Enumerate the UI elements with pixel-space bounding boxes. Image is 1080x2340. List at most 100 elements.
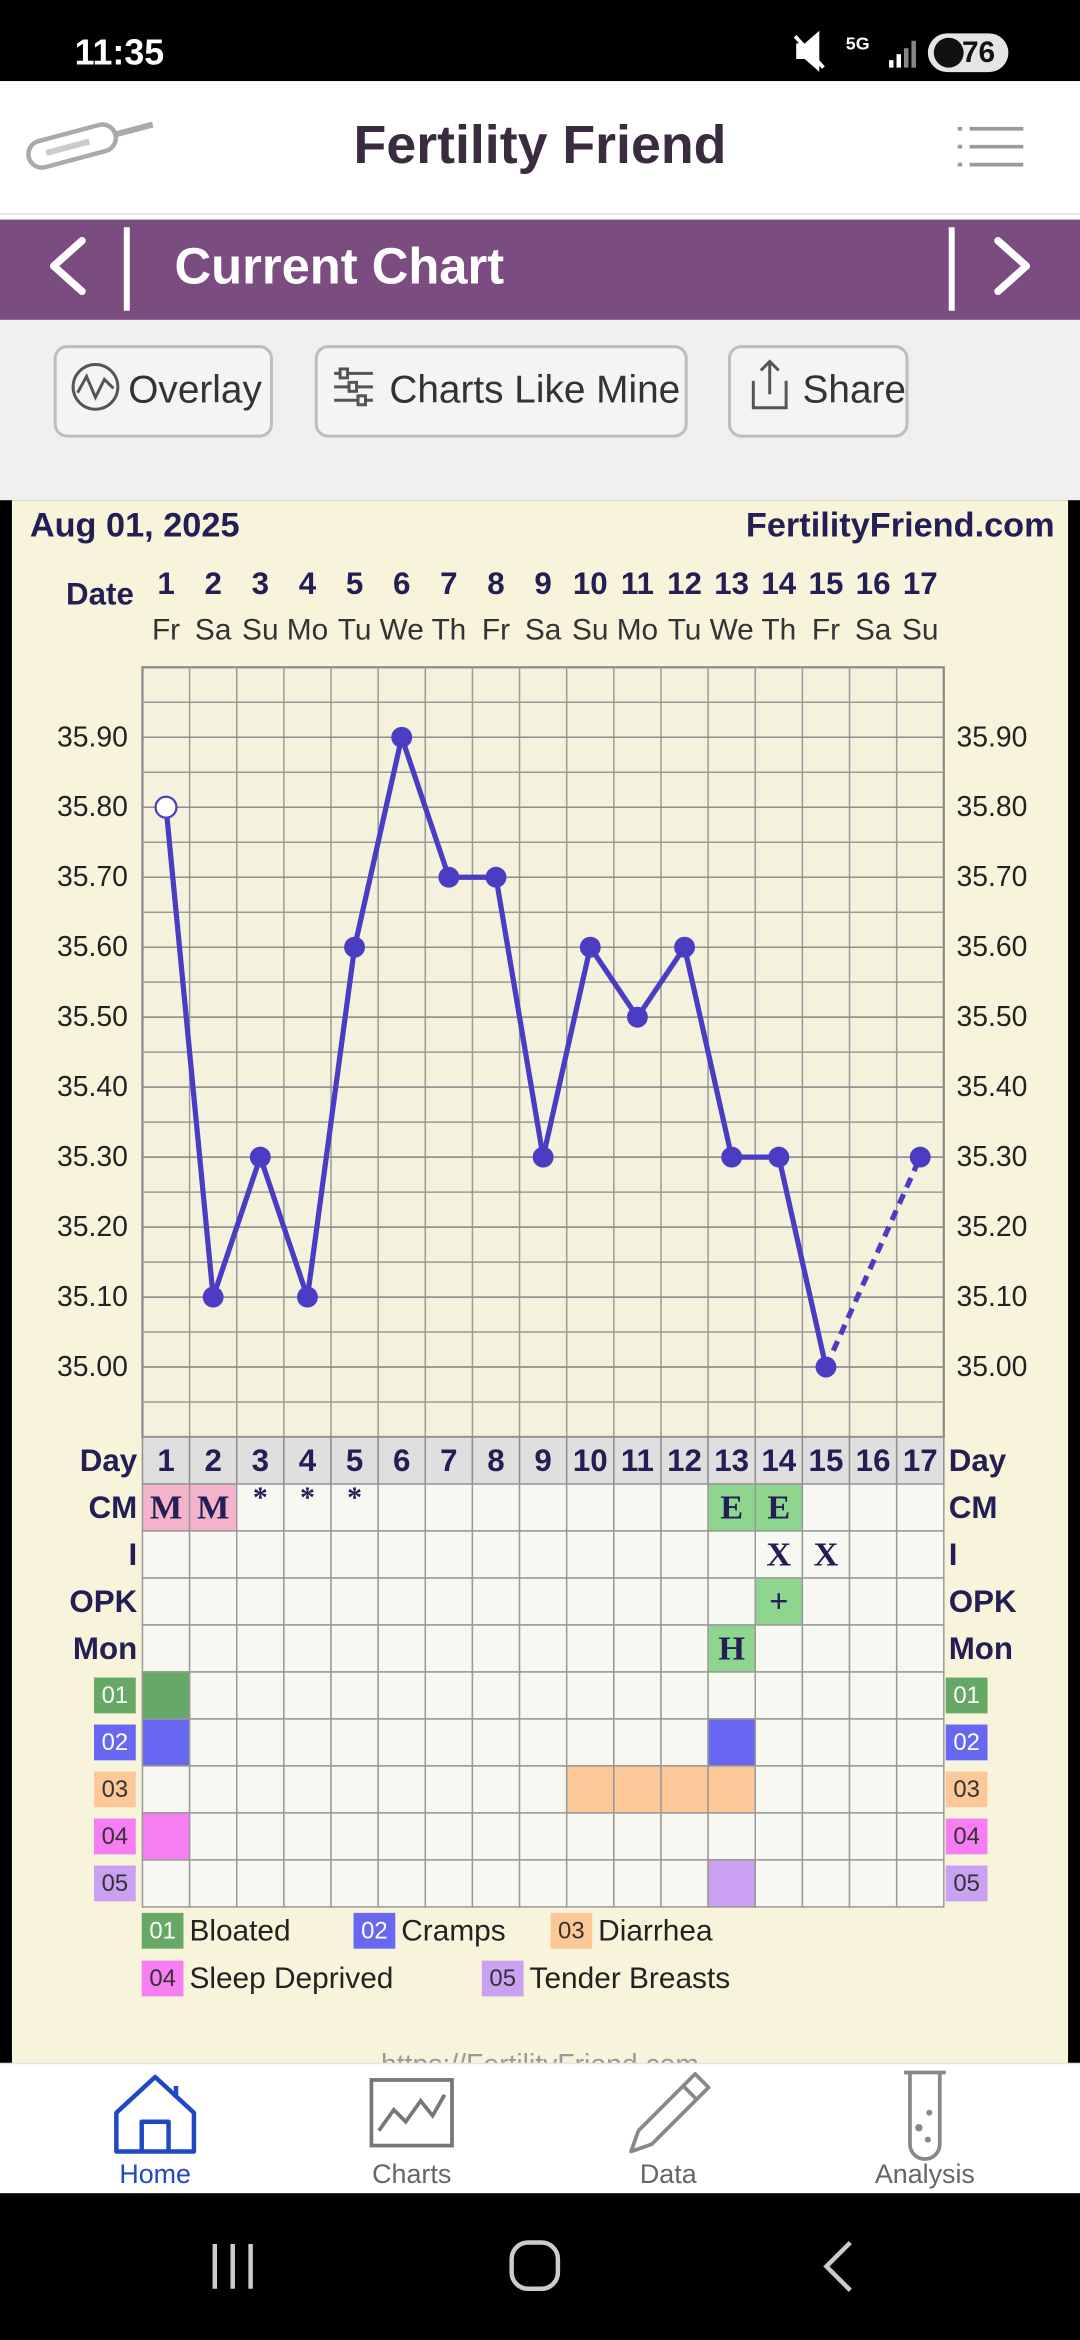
legend-label: Bloated (189, 1914, 290, 1947)
date-label: Date (66, 577, 134, 612)
symptom-cell (801, 1812, 851, 1861)
analysis-tab[interactable] (903, 2070, 946, 2161)
button-icon[interactable] (334, 367, 373, 407)
day-number: 10 (573, 566, 608, 601)
symptom-cell (188, 1718, 238, 1767)
tab-label[interactable]: Analysis (875, 2159, 975, 2189)
button-frame[interactable] (314, 345, 688, 438)
symptom-cell (660, 1671, 709, 1720)
temperature-point (768, 1146, 790, 1168)
weekday: Su (572, 614, 608, 647)
button-label[interactable]: Overlay (128, 368, 262, 411)
symptom-cell (235, 1859, 285, 1908)
recents-button[interactable] (212, 2244, 253, 2289)
observation-cell (801, 1483, 851, 1532)
observation-cell (565, 1530, 615, 1579)
action-button[interactable]: Charts Like Mine (314, 345, 688, 438)
menu-button[interactable] (957, 126, 1024, 167)
symptom-code: 01 (953, 1682, 980, 1709)
analysis-tab[interactable] (915, 2123, 923, 2132)
symptom-code-box (481, 1960, 524, 1997)
symptom-code: 04 (953, 1823, 980, 1850)
analysis-tab[interactable] (926, 2109, 933, 2116)
day-number: 15 (809, 566, 844, 601)
signal-icon (896, 54, 901, 68)
home-button[interactable] (509, 2240, 561, 2292)
signal-icon (889, 40, 916, 68)
observation-value: X (766, 1535, 791, 1573)
prev-button[interactable] (49, 236, 86, 296)
day-cell (895, 1436, 945, 1485)
row-label: Day (949, 1443, 1007, 1478)
day-number: 11 (621, 1443, 654, 1478)
battery-saver-icon (933, 37, 964, 68)
weekday: Mo (287, 614, 328, 647)
next-button[interactable] (994, 236, 1031, 296)
back-button[interactable] (823, 2240, 852, 2292)
symptom-cell (471, 1765, 521, 1814)
temperature-point (202, 1286, 224, 1308)
action-button[interactable]: Share (727, 345, 909, 438)
tab-label[interactable]: Data (640, 2159, 697, 2189)
button-icon[interactable] (751, 359, 788, 410)
data-tab[interactable]: Data (629, 2072, 711, 2189)
symptom-code-box (141, 1960, 184, 1997)
analysis-tab[interactable]: Analysis (875, 2070, 975, 2189)
temperature-point (674, 936, 695, 958)
symptom-code-box (945, 1865, 988, 1902)
header-divider (0, 213, 1080, 220)
button-frame[interactable] (727, 345, 909, 438)
data-tab[interactable] (629, 2072, 711, 2154)
signal-icon (903, 48, 909, 68)
symptom-cell (754, 1859, 804, 1908)
y-tick-label: 35.70 (957, 861, 1028, 893)
day-number: 12 (667, 566, 702, 601)
observation-cell (848, 1624, 898, 1673)
symptom-cell (188, 1859, 238, 1908)
observation-cell (377, 1577, 427, 1626)
symptom-code-box (550, 1912, 593, 1949)
button-icon[interactable] (751, 359, 788, 410)
button-icon[interactable] (76, 372, 115, 401)
observation-cell (471, 1624, 521, 1673)
observation-cell (565, 1483, 615, 1532)
symptom-cell (330, 1859, 379, 1908)
tab-label[interactable]: Charts (372, 2159, 451, 2189)
tab-label[interactable]: Home (119, 2159, 191, 2189)
chart-nav (0, 219, 1080, 320)
y-tick-label: 35.30 (957, 1141, 1028, 1173)
action-button[interactable]: Overlay (53, 345, 273, 438)
button-icon[interactable] (356, 394, 367, 407)
observation-cell (754, 1577, 804, 1626)
day-number: 3 (252, 1443, 269, 1478)
weekday: Tu (338, 614, 372, 647)
button-label[interactable]: Charts Like Mine (389, 368, 680, 411)
y-tick-label: 35.50 (957, 1001, 1028, 1033)
row-label: Day (80, 1443, 138, 1478)
button-icon[interactable] (347, 380, 359, 393)
home-tab[interactable]: Home (114, 2074, 197, 2189)
analysis-tab[interactable] (924, 2136, 931, 2143)
symptom-cell (565, 1671, 615, 1720)
temperature-point (626, 1006, 648, 1028)
symptom-cell (613, 1718, 662, 1767)
day-number: 9 (534, 566, 551, 601)
charts-tab[interactable] (377, 2093, 447, 2132)
nav-title: Current Chart (175, 238, 505, 295)
symptom-code: 05 (489, 1965, 516, 1992)
button-icon[interactable] (71, 362, 120, 411)
day-number: 8 (487, 566, 504, 601)
chart-date: Aug 01, 2025 (30, 507, 240, 545)
charts-tab[interactable] (369, 2078, 454, 2148)
symptom-cell (895, 1859, 945, 1908)
observation-value: M (197, 1489, 229, 1527)
legend-label: Tender Breasts (530, 1962, 731, 1995)
observation-cell (801, 1577, 851, 1626)
symptom-cell (754, 1812, 804, 1861)
symptom-cell (518, 1859, 568, 1908)
y-tick-label: 35.60 (957, 931, 1028, 963)
button-icon[interactable] (338, 367, 350, 380)
charts-tab[interactable]: Charts (369, 2078, 454, 2189)
button-label[interactable]: Share (803, 368, 906, 411)
button-icon[interactable] (71, 362, 120, 411)
